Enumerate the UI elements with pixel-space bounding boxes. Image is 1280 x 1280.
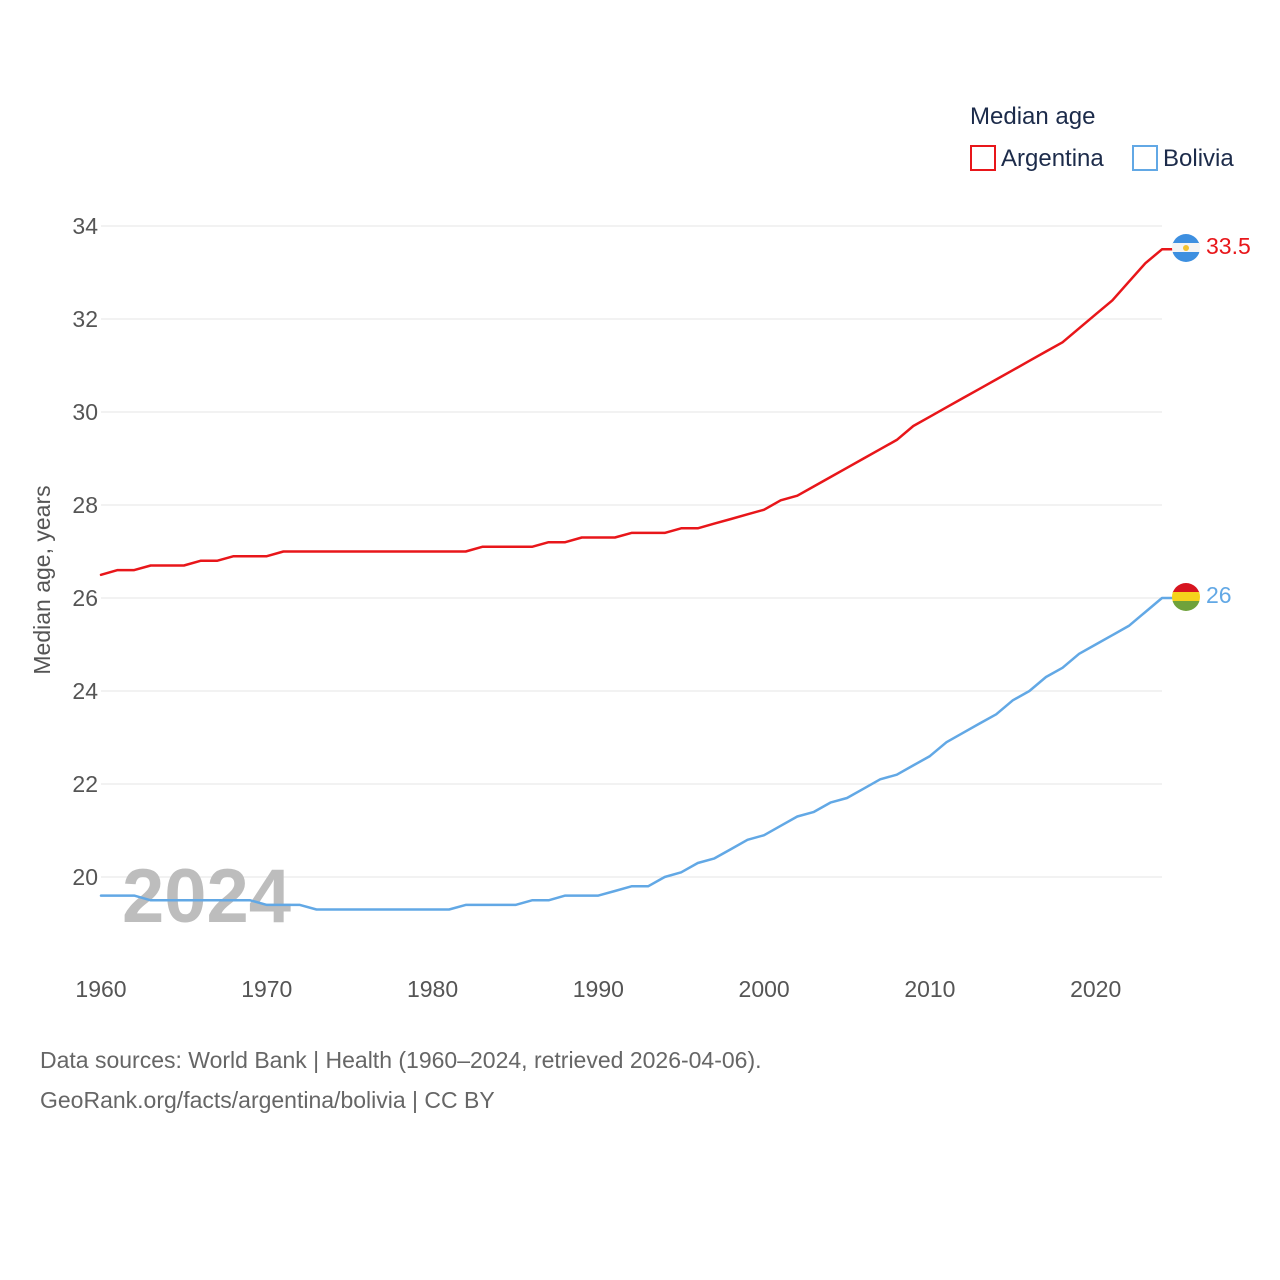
y-tick-label: 24 bbox=[72, 678, 98, 704]
legend-swatch-argentina bbox=[970, 145, 996, 171]
y-axis-title: Median age, years bbox=[29, 485, 55, 674]
y-tick-label: 34 bbox=[72, 213, 98, 239]
legend-swatch-bolivia bbox=[1132, 145, 1158, 171]
x-tick-label: 1970 bbox=[241, 976, 292, 1002]
series-lines bbox=[99, 248, 1174, 911]
series-line-argentina bbox=[99, 248, 1174, 577]
y-tick-label: 20 bbox=[72, 864, 98, 890]
x-tick-label: 1960 bbox=[75, 976, 126, 1002]
legend-label-argentina: Argentina bbox=[1001, 145, 1104, 172]
y-tick-label: 22 bbox=[72, 771, 98, 797]
x-tick-label: 1980 bbox=[407, 976, 458, 1002]
gridlines bbox=[101, 225, 1162, 878]
legend-item-bolivia[interactable]: Bolivia bbox=[1132, 145, 1234, 172]
y-tick-label: 28 bbox=[72, 492, 98, 518]
y-tick-label: 30 bbox=[72, 399, 98, 425]
bolivia-flag-icon bbox=[1172, 583, 1200, 611]
legend-title: Median age bbox=[970, 103, 1095, 130]
legend: Median age Argentina Bolivia bbox=[970, 103, 1234, 172]
legend-label-bolivia: Bolivia bbox=[1163, 145, 1234, 172]
x-tick-label: 1990 bbox=[573, 976, 624, 1002]
source-line-2[interactable]: GeoRank.org/facts/argentina/bolivia | CC… bbox=[40, 1087, 495, 1113]
x-tick-label: 2020 bbox=[1070, 976, 1121, 1002]
legend-item-argentina[interactable]: Argentina bbox=[970, 145, 1104, 172]
series-line-bolivia bbox=[99, 596, 1174, 911]
source-line-1: Data sources: World Bank | Health (1960–… bbox=[40, 1047, 762, 1073]
x-tick-label: 2000 bbox=[739, 976, 790, 1002]
y-tick-label: 32 bbox=[72, 306, 98, 332]
argentina-flag-icon bbox=[1172, 234, 1200, 262]
argentina-end-label: 33.5 bbox=[1206, 233, 1251, 259]
y-axis-ticks: 20 22 24 26 28 30 32 34 bbox=[72, 213, 98, 890]
bolivia-end-label: 26 bbox=[1206, 582, 1232, 608]
x-axis-ticks: 1960 1970 1980 1990 2000 2010 2020 bbox=[75, 976, 1121, 1002]
source-note: Data sources: World Bank | Health (1960–… bbox=[40, 1040, 762, 1120]
x-tick-label: 2010 bbox=[904, 976, 955, 1002]
y-tick-label: 26 bbox=[72, 585, 98, 611]
year-watermark: 2024 bbox=[122, 854, 291, 939]
